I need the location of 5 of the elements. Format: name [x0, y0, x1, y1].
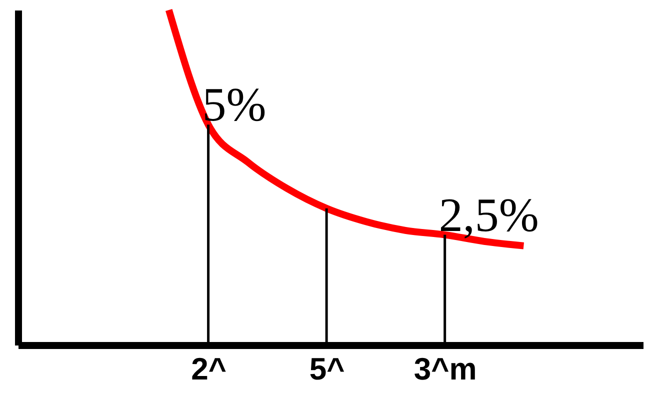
- x-tick-label: 3^m: [414, 352, 477, 386]
- x-tick-label: 2^: [191, 352, 226, 386]
- x-tick-label: 5^: [309, 352, 345, 386]
- data-label: 5%: [202, 78, 266, 132]
- data-label: 2,5%: [438, 188, 539, 242]
